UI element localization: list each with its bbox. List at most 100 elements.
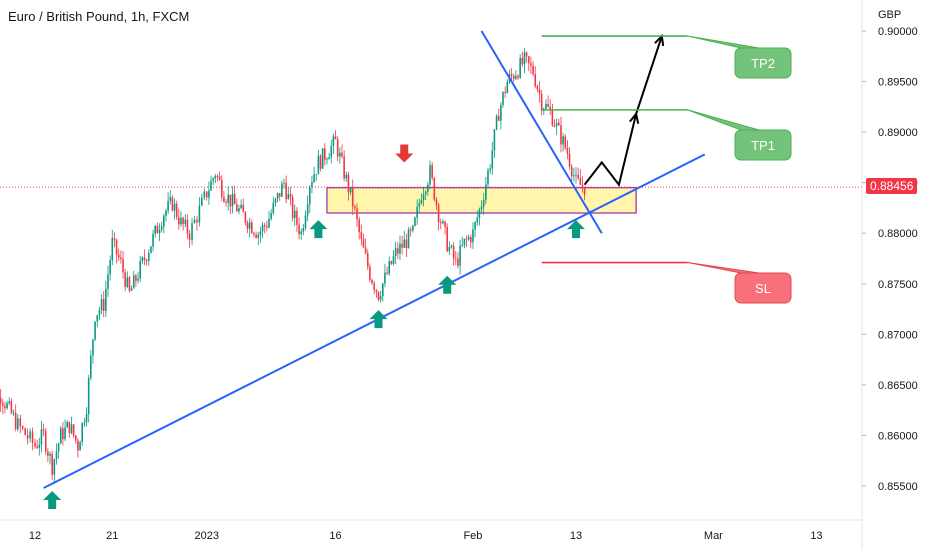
- candle-body: [388, 261, 390, 273]
- candle-body: [159, 230, 161, 233]
- candle-body: [150, 246, 152, 253]
- candle-body: [483, 200, 485, 207]
- candle-body: [24, 428, 26, 435]
- candle-body: [373, 283, 375, 289]
- candle-body: [163, 216, 165, 227]
- candle-body: [517, 76, 519, 78]
- candle-body: [399, 244, 401, 254]
- candle-body: [537, 86, 539, 89]
- candle-body: [367, 253, 369, 266]
- candle-body: [127, 277, 129, 287]
- candle-body: [203, 191, 205, 197]
- candle-body: [232, 194, 234, 207]
- candle-body: [111, 238, 113, 260]
- candle-body: [522, 58, 524, 64]
- candle-body: [573, 175, 575, 176]
- chart-title: Euro / British Pound, 1h, FXCM: [8, 9, 189, 24]
- candle-body: [496, 116, 498, 129]
- candle-body: [242, 205, 244, 212]
- candle-body: [571, 166, 573, 176]
- candle-body: [19, 418, 21, 426]
- candle-body: [446, 227, 448, 251]
- candle-body: [511, 74, 513, 76]
- candle-body: [354, 206, 356, 208]
- candle-body: [416, 207, 418, 218]
- currency-label: GBP: [878, 9, 901, 21]
- y-tick-label: 0.88000: [878, 228, 918, 240]
- candle-body: [234, 194, 236, 204]
- x-tick-label: Mar: [704, 530, 723, 542]
- x-tick-label: 13: [570, 530, 582, 542]
- candle-body: [288, 194, 290, 199]
- candle-body: [438, 205, 440, 222]
- candle-body: [487, 170, 489, 184]
- candle-body: [260, 231, 262, 234]
- candle-body: [489, 168, 491, 170]
- candle-body: [393, 256, 395, 264]
- candle-body: [552, 110, 554, 126]
- candle-body: [582, 185, 584, 187]
- candle-body: [133, 275, 135, 288]
- candle-body: [436, 200, 438, 205]
- candle-body: [564, 136, 566, 148]
- candle-body: [281, 184, 283, 197]
- candle-body: [539, 89, 541, 94]
- candle-body: [429, 165, 431, 184]
- candle-body: [29, 431, 31, 438]
- candle-body: [22, 426, 24, 428]
- candle-body: [305, 215, 307, 228]
- candle-body: [348, 175, 350, 193]
- candle-body: [406, 240, 408, 249]
- candle-body: [579, 178, 581, 185]
- candle-body: [534, 74, 536, 86]
- candle-body: [504, 92, 506, 93]
- candle-body: [335, 137, 337, 140]
- candle-body: [434, 178, 436, 200]
- buy-signal-arrow: [43, 491, 61, 509]
- candle-body: [0, 398, 1, 403]
- x-tick-label: 21: [106, 530, 118, 542]
- candle-body: [176, 204, 178, 217]
- y-tick-label: 0.86500: [878, 380, 918, 392]
- candle-body: [73, 424, 75, 435]
- target-lines: TP2TP1SL: [542, 36, 791, 303]
- candle-body: [122, 259, 124, 272]
- candle-body: [361, 232, 363, 239]
- candle-body: [474, 222, 476, 229]
- candle-body: [49, 454, 51, 456]
- candle-body: [294, 211, 296, 218]
- candle-body: [442, 221, 444, 223]
- candle-body: [8, 401, 10, 403]
- sell-signal-arrow: [395, 144, 413, 162]
- candle-body: [144, 258, 146, 260]
- candle-body: [169, 197, 171, 201]
- candle-body: [201, 198, 203, 206]
- candle-body: [84, 422, 86, 423]
- candle-body: [69, 422, 71, 433]
- candle-body: [384, 273, 386, 284]
- candle-body: [272, 203, 274, 213]
- candle-body: [27, 435, 29, 439]
- candle-body: [519, 58, 521, 78]
- candle-body: [333, 137, 335, 147]
- candle-body: [343, 156, 345, 178]
- candle-body: [352, 187, 354, 206]
- candle-body: [131, 288, 133, 290]
- candle-body: [507, 82, 509, 93]
- candle-body: [318, 156, 320, 174]
- candle-body: [290, 194, 292, 197]
- candle-body: [253, 233, 255, 235]
- candle-body: [391, 261, 393, 264]
- candle-body: [103, 299, 105, 311]
- candle-body: [365, 248, 367, 254]
- candle-body: [275, 199, 277, 203]
- sl-callout-label: SL: [755, 281, 771, 296]
- candle-body: [476, 218, 478, 222]
- candle-body: [208, 191, 210, 198]
- candle-body: [464, 239, 466, 245]
- candle-body: [418, 203, 420, 206]
- candle-body: [199, 205, 201, 222]
- candle-body: [139, 261, 141, 278]
- candle-body: [401, 244, 403, 248]
